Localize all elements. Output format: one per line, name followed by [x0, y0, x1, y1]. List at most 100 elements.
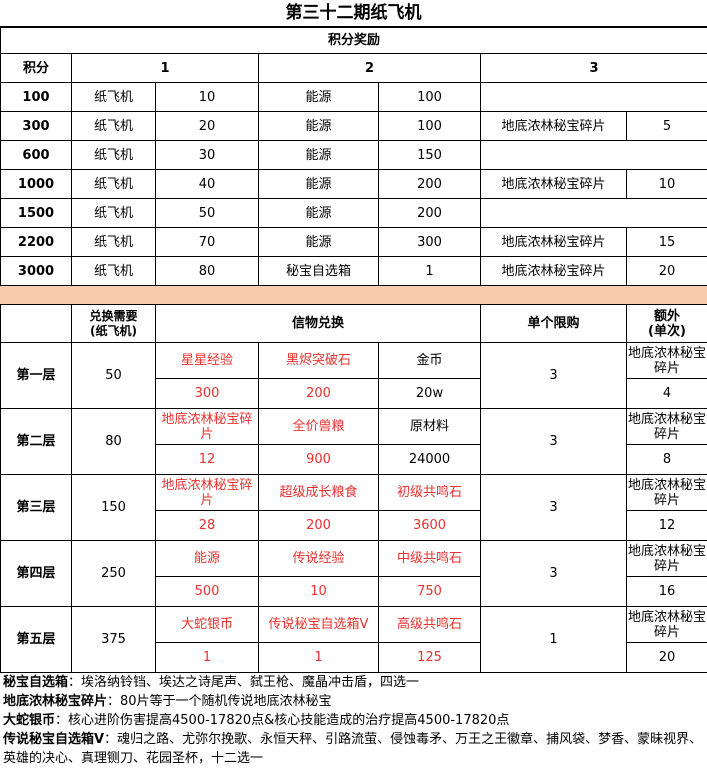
extra-name: 地底浓林秘宝碎片 [627, 475, 707, 511]
tier-limit: 3 [481, 343, 627, 409]
reward-cell: 30 [156, 141, 259, 170]
item-name: 大蛇银币 [156, 607, 259, 643]
item-qty: 10 [259, 577, 379, 607]
tier-limit: 1 [481, 607, 627, 673]
empty-cell [481, 83, 707, 112]
points-cell: 2200 [1, 228, 72, 257]
reward-cell: 40 [156, 170, 259, 199]
reward-cell: 150 [379, 141, 481, 170]
header-extra: 额外 (单次) [627, 305, 707, 343]
item-name: 传说秘宝自选箱V [259, 607, 379, 643]
item-qty: 28 [156, 511, 259, 541]
note-line: 秘宝自选箱：埃洛纳铃铛、埃达之诗尾声、弑王枪、魔晶冲击盾，四选一 [3, 673, 707, 692]
item-qty: 500 [156, 577, 259, 607]
extra-qty: 8 [627, 445, 707, 475]
extra-qty: 12 [627, 511, 707, 541]
extra-name: 地底浓林秘宝碎片 [627, 343, 707, 379]
reward-cell: 能源 [259, 141, 379, 170]
tier-cost: 375 [72, 607, 156, 673]
item-name: 星星经验 [156, 343, 259, 379]
header-reward-3: 3 [481, 54, 707, 83]
item-qty: 3600 [379, 511, 481, 541]
reward-cell: 能源 [259, 228, 379, 257]
reward-cell: 70 [156, 228, 259, 257]
tier-name: 第一层 [1, 343, 72, 409]
note-line: 大蛇银币：核心进阶伤害提高4500-17820点&核心技能造成的治疗提高4500… [3, 711, 707, 730]
item-name: 金币 [379, 343, 481, 379]
header-exchange: 信物兑换 [156, 305, 481, 343]
item-name: 全价兽粮 [259, 409, 379, 445]
reward-cell: 能源 [259, 170, 379, 199]
item-name: 原材料 [379, 409, 481, 445]
tier-cost: 250 [72, 541, 156, 607]
item-name: 超级成长粮食 [259, 475, 379, 511]
empty-cell [481, 141, 707, 170]
header-reward-1: 1 [72, 54, 259, 83]
tier-cost: 80 [72, 409, 156, 475]
points-cell: 1500 [1, 199, 72, 228]
note-text: ：核心进阶伤害提高4500-17820点&核心技能造成的治疗提高4500-178… [55, 713, 509, 728]
extra-qty: 20 [627, 643, 707, 673]
extra-name: 地底浓林秘宝碎片 [627, 607, 707, 643]
note-text: ：80片等于一个随机传说地底浓林秘宝 [107, 694, 332, 709]
note-line: 地底浓林秘宝碎片：80片等于一个随机传说地底浓林秘宝 [3, 692, 707, 711]
reward-cell: 能源 [259, 83, 379, 112]
tier-limit: 3 [481, 541, 627, 607]
item-qty: 750 [379, 577, 481, 607]
reward-cell: 能源 [259, 199, 379, 228]
notes: 秘宝自选箱：埃洛纳铃铛、埃达之诗尾声、弑王枪、魔晶冲击盾，四选一地底浓林秘宝碎片… [0, 673, 707, 768]
points-cell: 100 [1, 83, 72, 112]
extra-name: 地底浓林秘宝碎片 [627, 541, 707, 577]
reward-cell: 地底浓林秘宝碎片 [481, 170, 627, 199]
tier-limit: 3 [481, 475, 627, 541]
item-qty: 1 [156, 643, 259, 673]
item-name: 黑烬突破石 [259, 343, 379, 379]
reward-cell: 地底浓林秘宝碎片 [481, 228, 627, 257]
points-cell: 1000 [1, 170, 72, 199]
tier-name: 第四层 [1, 541, 72, 607]
note-key: 秘宝自选箱 [3, 675, 68, 690]
extra-qty: 4 [627, 379, 707, 409]
note-key: 地底浓林秘宝碎片 [3, 694, 107, 709]
reward-cell: 1 [379, 257, 481, 286]
reward-cell: 纸飞机 [72, 170, 156, 199]
reward-cell: 秘宝自选箱 [259, 257, 379, 286]
header-reward-2: 2 [259, 54, 481, 83]
note-text: ：埃洛纳铃铛、埃达之诗尾声、弑王枪、魔晶冲击盾，四选一 [68, 675, 419, 690]
header-points: 积分 [1, 54, 72, 83]
reward-cell: 纸飞机 [72, 257, 156, 286]
item-name: 能源 [156, 541, 259, 577]
note-line: 传说秘宝自选箱V：魂归之路、尤弥尔挽歌、永恒天秤、引路流萤、侵蚀毒矛、万王之王徽… [3, 730, 707, 768]
tier-name: 第二层 [1, 409, 72, 475]
reward-cell: 能源 [259, 112, 379, 141]
reward-cell: 20 [156, 112, 259, 141]
header-cost: 兑换需要 (纸飞机) [72, 305, 156, 343]
separator-band [0, 286, 707, 304]
note-key: 大蛇银币 [3, 713, 55, 728]
tier-cost: 50 [72, 343, 156, 409]
header-limit: 单个限购 [481, 305, 627, 343]
item-qty: 12 [156, 445, 259, 475]
reward-cell: 50 [156, 199, 259, 228]
reward-cell: 300 [379, 228, 481, 257]
item-qty: 900 [259, 445, 379, 475]
reward-cell: 纸飞机 [72, 199, 156, 228]
item-name: 地底浓林秘宝碎片 [156, 409, 259, 445]
reward-cell: 纸飞机 [72, 112, 156, 141]
reward-cell: 纸飞机 [72, 141, 156, 170]
points-cell: 300 [1, 112, 72, 141]
reward-cell: 20 [627, 257, 707, 286]
